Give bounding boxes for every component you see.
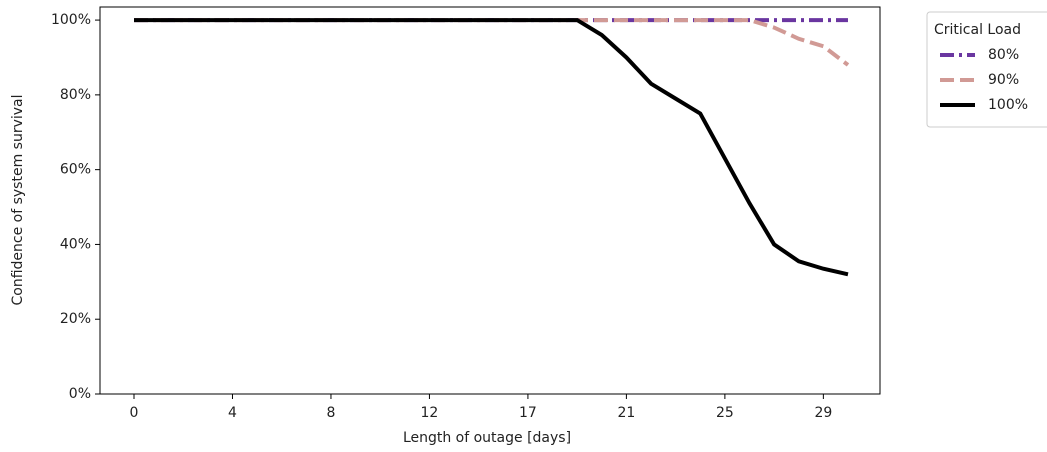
x-tick-label: 25: [716, 405, 734, 421]
x-tick-label: 8: [326, 405, 335, 421]
x-tick-label: 12: [421, 405, 439, 421]
plot-frame: [99, 6, 881, 395]
line-series: [134, 18, 850, 67]
legend-label: 90%: [988, 72, 1019, 88]
legend-label: 80%: [988, 47, 1019, 63]
legend-label: 100%: [988, 97, 1028, 113]
y-tick-label: 20%: [60, 311, 91, 327]
x-axis-label: Length of outage [days]: [403, 430, 571, 446]
x-tick-label: 29: [814, 405, 832, 421]
y-axis-label: Confidence of system survival: [10, 94, 26, 305]
y-tick-label: 0%: [69, 386, 91, 402]
x-tick-label: 0: [130, 405, 139, 421]
line-series: [134, 18, 849, 277]
legend-box: [926, 11, 1047, 128]
y-tick-label: 40%: [60, 236, 91, 252]
x-tick-label: 17: [519, 405, 537, 421]
x-tick-label: 4: [228, 405, 237, 421]
x-tick-label: 21: [617, 405, 635, 421]
legend-title: Critical Load: [934, 22, 1021, 38]
y-tick-label: 60%: [60, 162, 91, 178]
y-tick-label: 80%: [60, 87, 91, 103]
y-tick-label: 100%: [51, 12, 91, 28]
